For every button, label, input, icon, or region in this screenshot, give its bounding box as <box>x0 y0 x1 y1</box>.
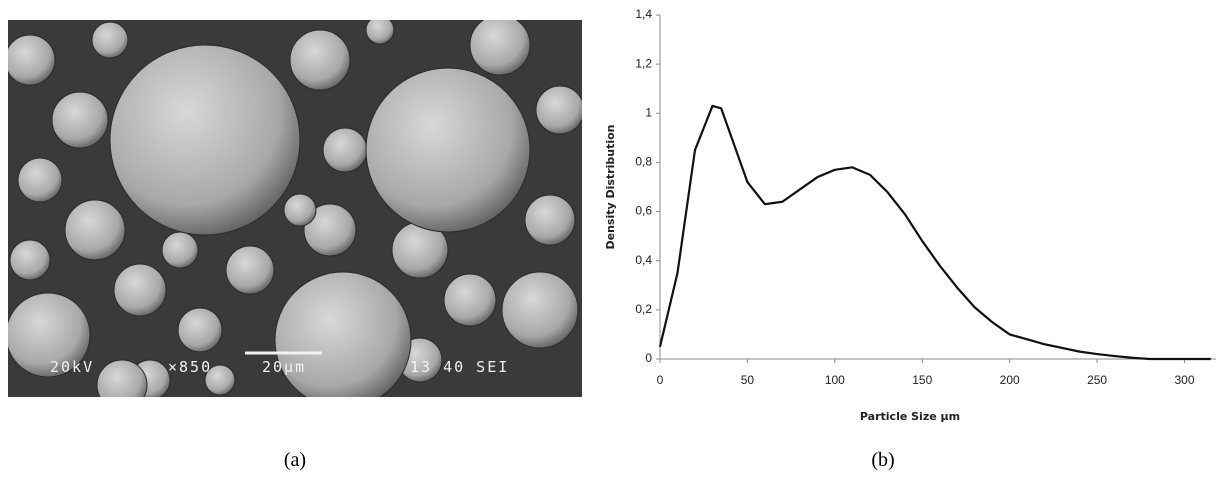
y-tick-label: 1 <box>645 105 652 119</box>
caption: (a) <box>284 449 306 471</box>
y-axis-title: Density Distribution <box>604 124 617 249</box>
caption: (b) <box>871 449 894 471</box>
sem-overlay-text: 20kV <box>50 358 94 376</box>
x-tick-label: 150 <box>912 373 932 387</box>
y-tick-label: 0,6 <box>635 204 652 218</box>
y-tick-label: 1,4 <box>635 7 652 21</box>
sem-overlay-text: 13 40 SEI <box>410 358 509 376</box>
x-tick-label: 200 <box>1000 373 1020 387</box>
sem-overlay-text: ×850 <box>168 358 212 376</box>
sem-image: 20kV ×850 20μm 13 40 SEI <box>8 20 582 397</box>
sem-overlay-text: 20μm <box>262 358 306 376</box>
x-tick-label: 50 <box>741 373 755 387</box>
x-axis-title: Particle Size µm <box>860 410 960 423</box>
y-tick-label: 0,4 <box>635 253 652 267</box>
line-series <box>658 104 1211 361</box>
x-tick-label: 0 <box>657 373 664 387</box>
y-tick-label: 0 <box>645 351 652 365</box>
plot: 0 0,2 0,4 0,6 0,8 1 1,2 1,4 0 50 100 150 200 250 300 <box>635 7 1216 387</box>
y-tick-label: 0,2 <box>635 302 652 316</box>
x-tick-label: 300 <box>1175 373 1195 387</box>
x-tick-label: 100 <box>825 373 845 387</box>
x-tick-label: 250 <box>1087 373 1107 387</box>
y-tick-label: 0,8 <box>635 155 652 169</box>
y-tick-label: 1,2 <box>635 56 652 70</box>
